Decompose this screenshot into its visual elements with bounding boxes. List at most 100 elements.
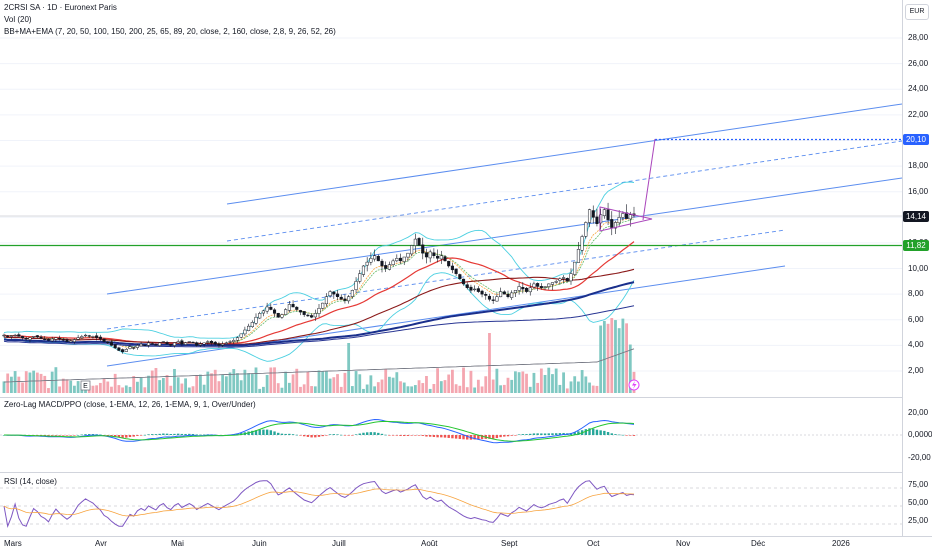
volume-bar (2, 381, 6, 393)
candle-body (491, 299, 495, 301)
macd-label: Zero-Lag MACD/PPO (close, 1-EMA, 12, 26,… (4, 400, 256, 409)
macd-histogram-bar (403, 435, 406, 437)
macd-histogram-bar (436, 435, 439, 438)
candle-body (17, 334, 21, 337)
volume-bar (588, 382, 591, 393)
channel-upper (226, 103, 903, 205)
volume-bar (132, 376, 136, 393)
macd-histogram-bar (414, 435, 417, 436)
candle-body (106, 341, 110, 344)
volume-bar (595, 385, 599, 393)
macd-histogram-bar (406, 435, 410, 436)
volume-bar (502, 384, 506, 393)
candle-body (191, 341, 195, 344)
macd-histogram-bar (202, 434, 206, 436)
volume-bar (6, 373, 10, 393)
candle-body (317, 307, 321, 314)
volume-bar (280, 387, 284, 393)
macd-histogram-bar (506, 435, 510, 437)
candle-body (139, 343, 143, 347)
macd-histogram-bar (603, 430, 606, 435)
macd-histogram-bar (543, 433, 547, 435)
candle-body (576, 249, 580, 263)
candle-body (513, 290, 517, 294)
channel-lower-mid (106, 229, 786, 330)
candle-body (146, 342, 151, 346)
macd-pane (0, 418, 902, 444)
macd-histogram-bar (532, 433, 536, 435)
volume-bar (239, 380, 243, 393)
candle-body (195, 342, 199, 346)
candle-body (258, 313, 262, 319)
candle-body (172, 342, 177, 346)
candle-body (565, 278, 569, 282)
volume-bar (65, 379, 69, 393)
candle-body (287, 304, 291, 311)
candle-body (447, 260, 451, 267)
volume-bar (73, 385, 76, 393)
volume-bar (35, 372, 39, 393)
volume-bar (514, 371, 517, 393)
macd-histogram-bar (428, 435, 432, 437)
macd-histogram-bar (410, 435, 413, 436)
drawings[interactable] (599, 138, 656, 232)
triangle-pattern (599, 206, 653, 232)
candle-body (280, 314, 284, 318)
candle-body (550, 282, 555, 285)
volume-bar (432, 383, 436, 393)
volume-ma (3, 348, 635, 383)
macd-histogram-bar (362, 432, 365, 435)
candle-body (595, 216, 599, 224)
volume-bar (306, 371, 310, 393)
macd-histogram-bar (447, 435, 450, 438)
ma-150 (3, 305, 635, 348)
candle-body (58, 337, 62, 340)
macd-histogram-bar (632, 435, 636, 436)
currency-button[interactable]: EUR (905, 4, 929, 20)
candle-body (421, 244, 425, 254)
price-tick-label: 2,00 (908, 366, 924, 375)
volume-bar (102, 378, 106, 393)
lightning-icon[interactable] (628, 379, 640, 391)
volume-bar (517, 372, 521, 393)
candle-body (76, 337, 80, 340)
candle-body (221, 343, 225, 346)
macd-histogram-bar (477, 435, 480, 440)
earnings-event-marker[interactable]: E (80, 380, 91, 391)
volume-bar (488, 333, 491, 393)
macd-histogram-bar (458, 435, 462, 439)
candle-body (613, 222, 618, 229)
volume-bar (69, 380, 73, 393)
candle-body (573, 261, 577, 275)
volume-bar (210, 373, 213, 393)
candle-body (276, 312, 280, 318)
macd-histogram-bar (377, 432, 380, 435)
candle-body (443, 256, 447, 262)
macd-histogram-bar (165, 433, 169, 435)
volume-bar (365, 384, 369, 393)
macd-histogram-bar (139, 435, 143, 436)
candle-body (487, 295, 492, 300)
macd-histogram-bar (62, 435, 65, 436)
candle-body (495, 296, 499, 302)
volume-bar (406, 386, 410, 393)
last-price-tag: 14,14 (903, 211, 929, 222)
volume-bar (217, 381, 221, 393)
volume-bar (525, 373, 528, 393)
macd-histogram-bar (525, 434, 528, 435)
candle-body (402, 256, 406, 262)
candle-body (413, 238, 417, 246)
macd-histogram-bar (510, 435, 513, 436)
volume-bar (250, 373, 254, 393)
macd-histogram-bar (588, 428, 591, 435)
candlesticks[interactable] (2, 202, 636, 354)
macd-histogram-bar (536, 433, 539, 435)
candle-body (532, 283, 536, 288)
macd-tick-label: 0,0000 (908, 430, 932, 439)
ma-50 (3, 268, 635, 345)
candle-body (43, 338, 47, 341)
macd-histogram-bar (151, 434, 154, 435)
regression-channels[interactable] (0, 103, 903, 367)
volume-bar (473, 387, 477, 393)
